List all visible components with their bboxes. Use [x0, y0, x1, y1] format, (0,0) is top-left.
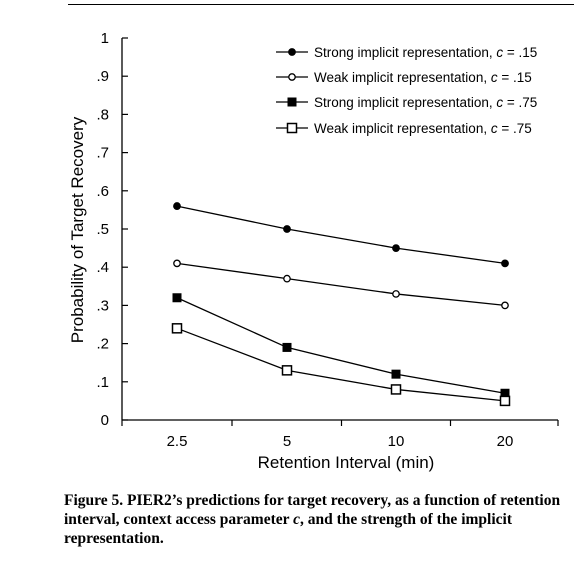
data-point-open-circle: [288, 73, 296, 81]
x-tick-label: 2.5: [167, 433, 188, 450]
series-2: [173, 259, 509, 310]
series-line: [176, 262, 506, 307]
data-point-filled-circle: [283, 225, 291, 233]
series-line: [176, 327, 506, 402]
data-point-open-circle: [501, 301, 509, 310]
data-point-open-circle: [173, 259, 181, 268]
caption-lead: Figure 5. PIER2’s predictions for target…: [64, 492, 561, 528]
y-tick-label: .4: [96, 259, 109, 276]
chart-series: [171, 202, 511, 407]
y-tick-label: .7: [96, 145, 109, 162]
series-1: [173, 202, 509, 268]
caption-tail: , and the strength of the implicit repre…: [64, 511, 512, 547]
data-point-open-square: [390, 384, 402, 395]
data-point-filled-square: [391, 369, 401, 379]
legend-item: Weak implicit representation, c = .15: [276, 70, 532, 85]
data-point-open-square: [171, 323, 183, 334]
data-point-filled-circle: [173, 202, 181, 210]
top-rule: [68, 4, 574, 5]
data-point-filled-square: [287, 97, 297, 107]
data-point-filled-square: [172, 293, 182, 303]
data-point-filled-circle: [501, 259, 509, 268]
figure-caption: Figure 5. PIER2’s predictions for target…: [64, 491, 568, 548]
x-tick-label: 10: [388, 433, 405, 450]
x-tick-label: 5: [283, 433, 291, 450]
y-tick-label: .3: [96, 297, 109, 314]
series-line: [176, 205, 506, 265]
legend-label: Weak implicit representation, c = .75: [314, 121, 532, 136]
y-tick-label: .2: [96, 336, 109, 353]
legend-label: Strong implicit representation, c = .75: [314, 95, 537, 110]
legend-label: Strong implicit representation, c = .15: [314, 45, 537, 60]
x-axis-title: Retention Interval (min): [258, 453, 435, 472]
legend-item: Strong implicit representation, c = .75: [276, 95, 537, 110]
y-tick-label: 1: [101, 30, 109, 47]
series-4: [171, 323, 511, 407]
data-point-open-square: [281, 365, 293, 376]
y-tick-label: .5: [96, 221, 109, 238]
data-point-filled-circle: [288, 48, 296, 56]
x-tick-label: 20: [497, 433, 514, 450]
y-tick-label: .6: [96, 183, 109, 200]
legend-label: Weak implicit representation, c = .15: [314, 70, 532, 85]
chart-axes: 0 .1 .2 .3 .4 .5 .6 .7 .8 .9 1 2.5 5 10 20 Retention In…: [68, 30, 559, 472]
chart-legend: Strong implicit representation, c = .15 W…: [276, 45, 537, 136]
series-3: [172, 293, 510, 398]
y-tick-label: .1: [96, 374, 109, 391]
legend-item: Weak implicit representation, c = .75: [276, 121, 532, 136]
y-tick-label: 0: [101, 412, 109, 429]
data-point-open-circle: [283, 274, 291, 283]
data-point-filled-circle: [392, 244, 400, 253]
series-line: [176, 297, 506, 394]
caption-param: c: [293, 511, 301, 528]
data-point-open-square: [286, 122, 298, 134]
y-axis-title: Probability of Target Recovery: [68, 116, 87, 343]
legend-item: Strong implicit representation, c = .15: [276, 45, 537, 60]
y-tick-label: .9: [96, 68, 109, 85]
line-chart: 0 .1 .2 .3 .4 .5 .6 .7 .8 .9 1 2.5 5 10 20 Retention In…: [68, 30, 559, 472]
data-point-open-square: [499, 395, 511, 407]
data-point-filled-square: [282, 342, 292, 352]
y-tick-label: .8: [96, 106, 109, 123]
data-point-open-circle: [392, 290, 400, 298]
